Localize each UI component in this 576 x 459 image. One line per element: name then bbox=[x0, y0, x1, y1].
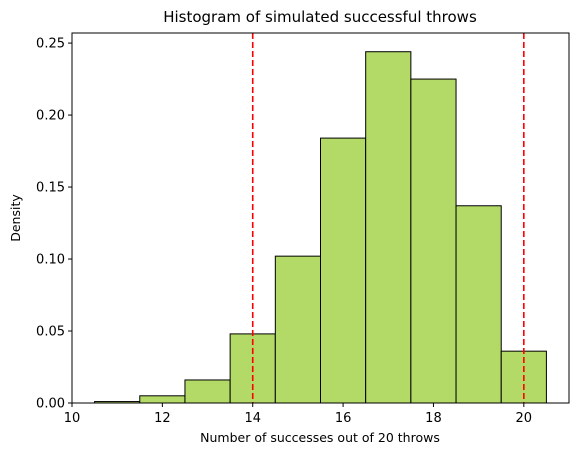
x-tick-label: 10 bbox=[64, 411, 81, 426]
y-axis-label: Density bbox=[8, 194, 23, 242]
y-tick-label: 0.25 bbox=[36, 37, 65, 52]
histogram-bar bbox=[320, 137, 367, 404]
histogram-bar bbox=[184, 379, 231, 404]
histogram-bar bbox=[410, 78, 457, 404]
x-tick-label: 16 bbox=[335, 411, 352, 426]
histogram-bar bbox=[365, 51, 412, 404]
x-axis-label: Number of successes out of 20 throws bbox=[200, 430, 440, 445]
histogram-bar bbox=[139, 395, 186, 404]
y-tick-label: 0.15 bbox=[36, 181, 65, 196]
x-tick-label: 20 bbox=[516, 411, 533, 426]
y-axis-ticks: 0.00 0.05 0.10 0.15 0.20 0.25 bbox=[36, 37, 72, 412]
chart-title: Histogram of simulated successful throws bbox=[163, 8, 477, 26]
x-axis-ticks: 10 12 14 16 18 20 bbox=[64, 403, 532, 426]
x-tick-label: 18 bbox=[425, 411, 442, 426]
y-tick-label: 0.20 bbox=[36, 109, 65, 124]
y-tick-label: 0.10 bbox=[36, 253, 65, 268]
histogram-bar bbox=[455, 205, 502, 404]
x-tick-label: 14 bbox=[244, 411, 261, 426]
y-tick-label: 0.00 bbox=[36, 397, 65, 412]
plot-frame bbox=[71, 32, 570, 404]
reference-lines-group bbox=[251, 33, 525, 403]
x-tick-label: 12 bbox=[154, 411, 171, 426]
y-tick-label: 0.05 bbox=[36, 325, 65, 340]
bars-group bbox=[94, 51, 547, 404]
histogram-bar bbox=[274, 255, 321, 404]
